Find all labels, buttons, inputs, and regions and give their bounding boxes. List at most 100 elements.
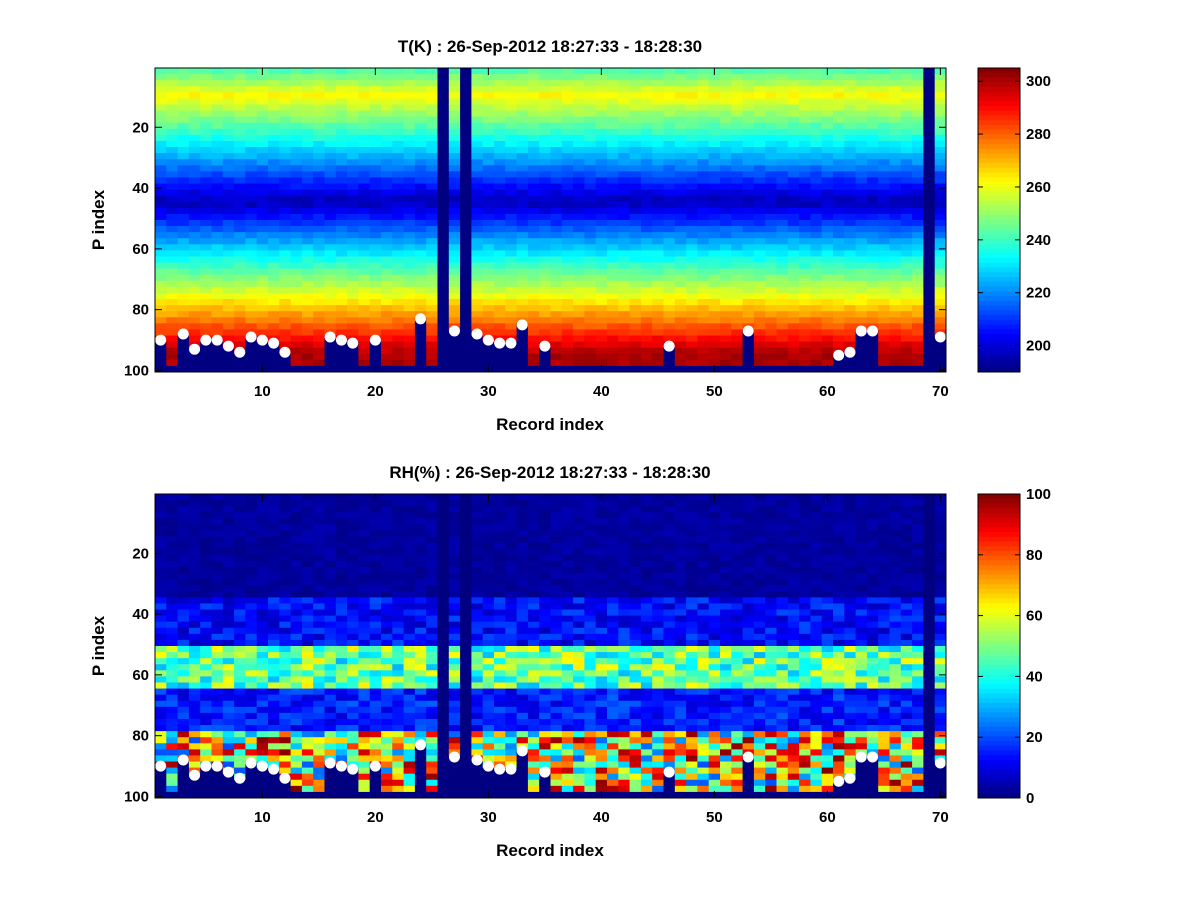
heatmap-cell	[629, 171, 642, 178]
heatmap-cell	[324, 323, 337, 330]
heatmap-cell	[607, 305, 619, 312]
heatmap-cell	[324, 183, 337, 190]
heatmap-cell	[245, 737, 258, 744]
heatmap-cell	[742, 147, 755, 154]
heatmap-cell	[245, 609, 258, 616]
heatmap-cell	[448, 311, 461, 318]
heatmap-cell	[403, 530, 416, 537]
heatmap-cell	[200, 128, 212, 136]
heatmap-cell	[629, 256, 642, 263]
heatmap-cell	[256, 755, 269, 762]
heatmap-cell	[471, 232, 484, 239]
heatmap-cell	[844, 280, 856, 288]
heatmap-cell	[234, 512, 246, 519]
heatmap-cell	[177, 566, 190, 574]
heatmap-cell	[720, 286, 732, 294]
heatmap-cell	[821, 226, 834, 233]
heatmap-cell	[460, 262, 472, 270]
heatmap-cell	[347, 183, 359, 190]
heatmap-cell	[787, 341, 800, 349]
heatmap-cell	[403, 500, 416, 507]
heatmap-cell	[324, 74, 337, 81]
heatmap-cell	[833, 110, 845, 118]
heatmap-cell	[550, 183, 563, 190]
heatmap-cell	[787, 238, 800, 245]
heatmap-cell	[708, 128, 721, 136]
heatmap-cell	[900, 183, 913, 190]
heatmap-cell	[437, 627, 450, 635]
heatmap-cell	[787, 347, 800, 355]
heatmap-cell	[697, 128, 710, 136]
heatmap-cell	[155, 500, 167, 507]
heatmap-cell	[177, 585, 190, 592]
heatmap-cell	[934, 317, 947, 324]
heatmap-cell	[166, 189, 178, 197]
heatmap-cell	[358, 262, 371, 270]
heatmap-cell	[640, 274, 653, 282]
heatmap-cell	[177, 292, 190, 300]
heatmap-cell	[177, 256, 190, 263]
heatmap-cell	[268, 670, 280, 677]
heatmap-cell	[652, 220, 664, 227]
heatmap-cell	[833, 232, 845, 239]
heatmap-cell	[471, 195, 484, 203]
heatmap-cell	[663, 98, 676, 105]
heatmap-cell	[369, 524, 382, 531]
heatmap-cell	[460, 92, 472, 99]
heatmap-cell	[347, 542, 359, 550]
heatmap-cell	[674, 98, 687, 105]
heatmap-cell	[290, 213, 303, 221]
heatmap-cell	[934, 213, 947, 221]
heatmap-cell	[166, 609, 178, 616]
heatmap-cell	[188, 104, 201, 111]
heatmap-cell	[358, 280, 371, 288]
heatmap-cell	[335, 627, 348, 635]
heatmap-cell	[765, 195, 777, 203]
heatmap-cell	[335, 359, 348, 367]
heatmap-cell	[561, 341, 574, 349]
heatmap-cell	[810, 262, 823, 270]
heatmap-cell	[720, 201, 732, 209]
heatmap-cell	[403, 743, 416, 750]
heatmap-cell	[222, 189, 235, 197]
heatmap-cell	[640, 226, 653, 233]
heatmap-cell	[765, 110, 777, 118]
heatmap-cell	[268, 706, 280, 714]
heatmap-cell	[403, 761, 416, 768]
heatmap-cell	[279, 226, 291, 233]
heatmap-cell	[663, 104, 676, 111]
heatmap-cell	[595, 153, 608, 160]
heatmap-cell	[482, 104, 495, 111]
heatmap-cell	[821, 80, 834, 87]
heatmap-cell	[245, 68, 258, 75]
heatmap-cell	[607, 292, 619, 300]
heatmap-cell	[731, 323, 743, 330]
heatmap-cell	[595, 128, 608, 136]
heatmap-cell	[414, 767, 427, 775]
heatmap-cell	[301, 694, 314, 702]
heatmap-cell	[268, 682, 280, 689]
heatmap-cell	[234, 785, 246, 793]
heatmap-cell	[268, 524, 280, 531]
heatmap-cell	[821, 359, 834, 367]
heatmap-cell	[720, 104, 732, 111]
heatmap-cell	[234, 104, 246, 111]
heatmap-cell	[313, 554, 325, 562]
heatmap-cell	[166, 658, 178, 665]
heatmap-cell	[200, 299, 212, 306]
heatmap-cell	[381, 74, 393, 81]
heatmap-cell	[460, 347, 472, 355]
heatmap-cell	[177, 773, 190, 781]
heatmap-cell	[742, 74, 755, 81]
heatmap-cell	[301, 116, 314, 124]
heatmap-cell	[313, 791, 325, 799]
heatmap-cell	[912, 147, 924, 154]
heatmap-cell	[742, 311, 755, 318]
heatmap-cell	[414, 292, 427, 300]
heatmap-cell	[799, 359, 811, 367]
heatmap-cell	[573, 323, 585, 330]
heatmap-cell	[494, 171, 506, 178]
heatmap-cell	[618, 256, 630, 263]
heatmap-cell	[923, 347, 936, 355]
heatmap-cell	[753, 280, 766, 288]
